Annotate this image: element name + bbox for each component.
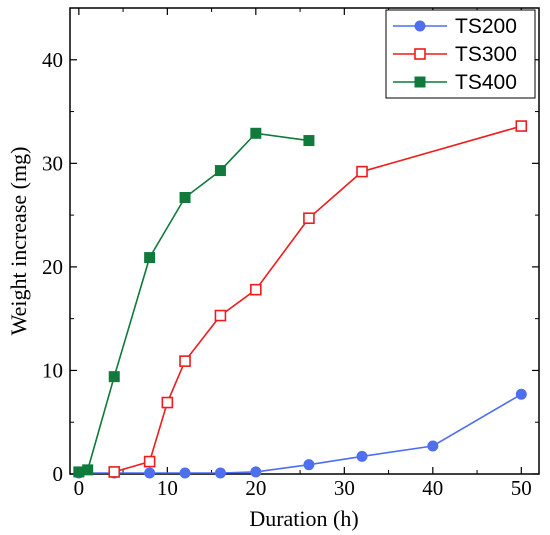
x-tick-label: 50 bbox=[511, 476, 532, 500]
data-point bbox=[144, 467, 156, 479]
data-point bbox=[515, 120, 528, 132]
data-point bbox=[108, 371, 120, 383]
data-point bbox=[161, 396, 174, 409]
data-point bbox=[179, 467, 191, 479]
plot-frame bbox=[69, 7, 540, 475]
data-point bbox=[303, 459, 315, 471]
legend-item: TS400 bbox=[393, 71, 517, 94]
legend-label: TS400 bbox=[455, 71, 517, 94]
data-point bbox=[108, 466, 121, 478]
legend-item: TS300 bbox=[393, 43, 517, 66]
data-point bbox=[179, 355, 191, 367]
legend-marker bbox=[414, 48, 426, 60]
series-line bbox=[78, 132, 310, 473]
series-line bbox=[78, 393, 522, 474]
x-tick-label: 20 bbox=[245, 476, 266, 500]
data-point bbox=[214, 309, 227, 322]
series-ts400 bbox=[73, 127, 315, 478]
y-tick-label: 10 bbox=[42, 358, 63, 382]
y-tick-label: 30 bbox=[42, 151, 63, 175]
legend: TS200 TS300 TS400 bbox=[385, 9, 536, 99]
x-axis-title: Duration (h) bbox=[249, 506, 358, 531]
data-point bbox=[250, 283, 262, 296]
x-tick-label: 10 bbox=[157, 476, 178, 500]
y-tick-label: 40 bbox=[42, 48, 63, 72]
data-point bbox=[250, 127, 262, 139]
legend-label: TS300 bbox=[455, 43, 517, 66]
x-tick-label: 30 bbox=[334, 476, 355, 500]
data-point bbox=[303, 135, 315, 147]
y-axis-title: Weight increase (mg) bbox=[6, 147, 31, 336]
series-layer bbox=[73, 120, 528, 479]
x-tick-label: 40 bbox=[422, 476, 443, 500]
data-point bbox=[356, 450, 368, 462]
data-point bbox=[143, 455, 156, 468]
data-point bbox=[144, 252, 156, 264]
data-point bbox=[214, 467, 226, 479]
y-tick-label: 20 bbox=[42, 255, 63, 279]
data-point bbox=[303, 212, 315, 225]
data-point bbox=[214, 165, 226, 177]
legend-item: TS200 bbox=[393, 15, 517, 38]
y-tick-label: 0 bbox=[53, 462, 64, 486]
data-point bbox=[515, 388, 527, 400]
legend-marker bbox=[414, 20, 426, 32]
legend-label: TS200 bbox=[455, 15, 517, 38]
x-tick-label: 0 bbox=[74, 476, 85, 500]
axis-ticks: 0 10 20 30 40 50 0 10 20 30 40 bbox=[42, 8, 539, 500]
data-point bbox=[356, 165, 368, 178]
series-ts300 bbox=[108, 120, 528, 478]
data-point bbox=[427, 440, 439, 452]
data-point bbox=[179, 192, 191, 204]
data-point bbox=[250, 466, 262, 478]
data-point bbox=[82, 464, 94, 476]
series-line bbox=[113, 125, 522, 473]
legend-marker bbox=[414, 76, 426, 88]
